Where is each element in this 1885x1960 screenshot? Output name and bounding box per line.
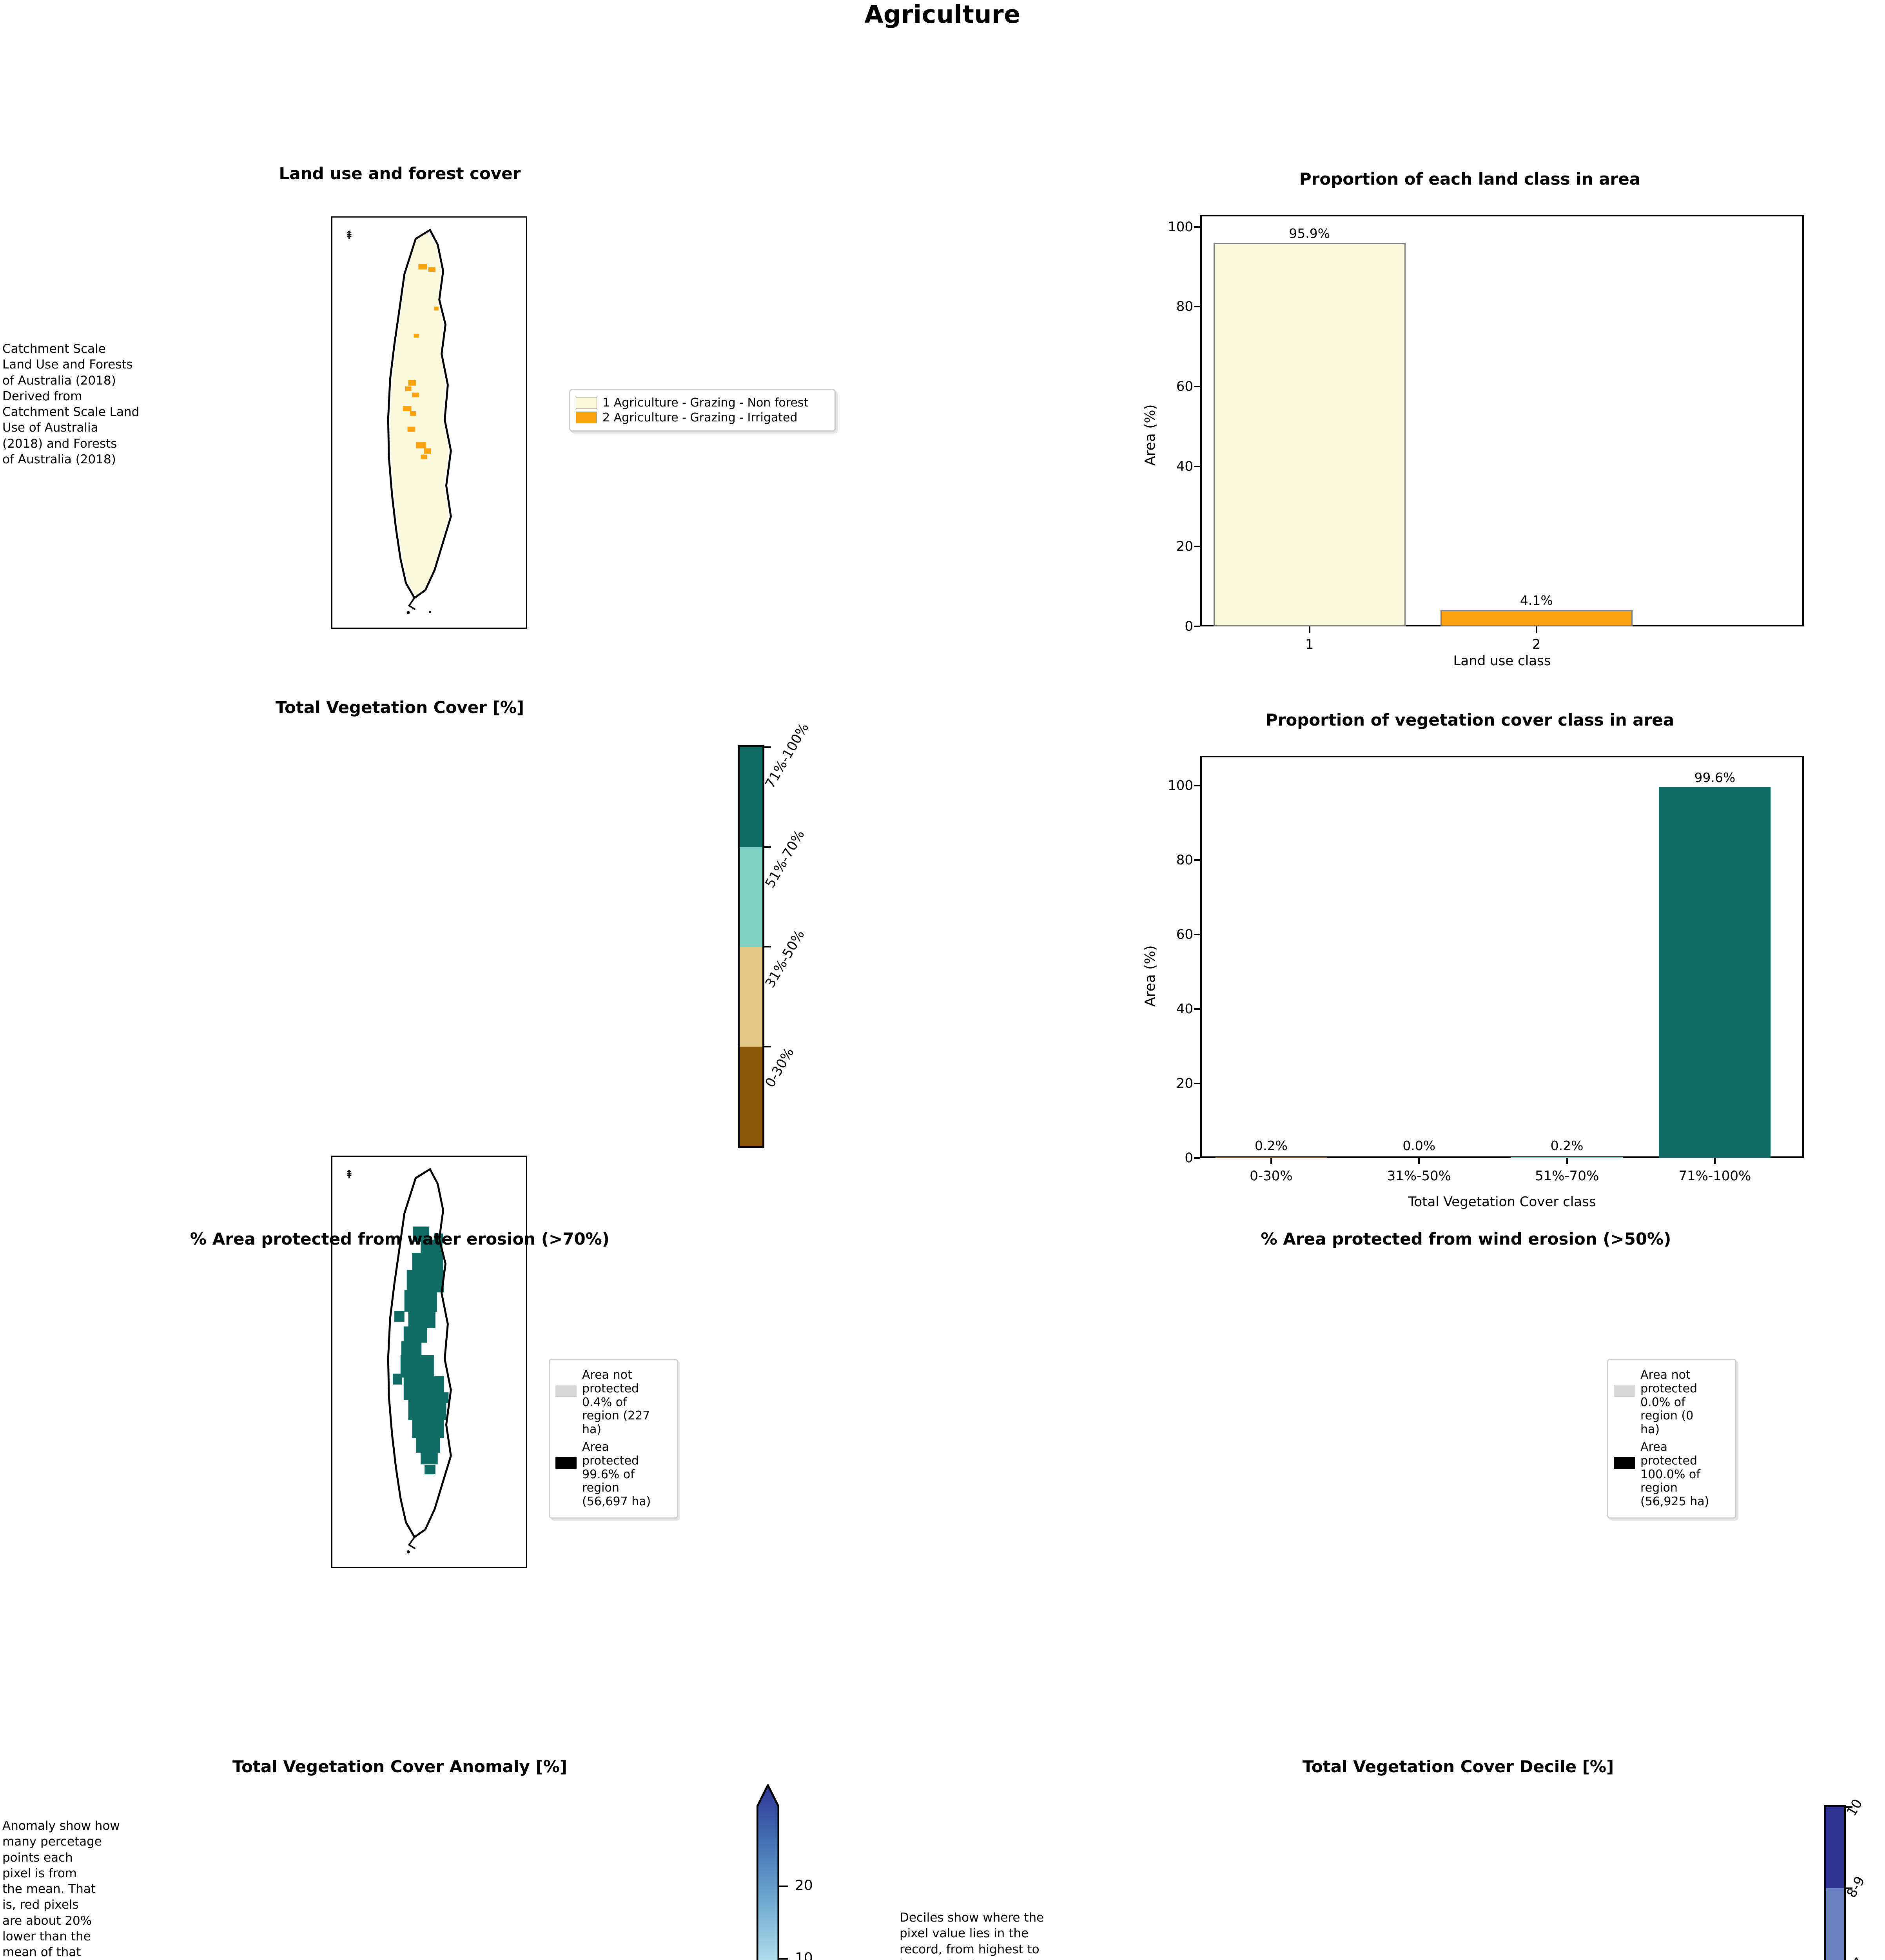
legend-label: Area not protected 0.4% of region (227 h…	[582, 1368, 650, 1437]
bar-vegclass-0-30[interactable]	[1215, 1157, 1327, 1158]
water-erosion-panel-title: % Area protected from water erosion (>70…	[190, 1229, 610, 1249]
cbar-label-0-30: 0-30%	[762, 1045, 797, 1091]
ytick-0: 0	[1185, 619, 1193, 634]
land-use-source-note: Catchment Scale Land Use and Forests of …	[2, 342, 140, 467]
decile-note: Deciles show where the pixel value lies …	[900, 1911, 1044, 1960]
cbar-seg-10	[1826, 1807, 1844, 1889]
landclass-y-axis-label: Area (%)	[1142, 404, 1158, 466]
vegclass-bar-chart[interactable]: 0 20 40 60 80 100 0.2% 0.0% 0.2% 99.6% 0…	[1142, 756, 1804, 1210]
xtick-71-100: 71%-100%	[1678, 1168, 1751, 1184]
bar-label-vegclass-71-100: 99.6%	[1694, 769, 1736, 785]
vegclass-y-axis-label: Area (%)	[1142, 945, 1158, 1007]
anomaly-colorbar: 20 10 0 −10 −20	[757, 1784, 813, 1960]
legend-label: Area protected 99.6% of region (56,697 h…	[582, 1440, 651, 1509]
landclass-bar-chart[interactable]: 0 20 40 60 80 100 95.9% 4.1% 1 2 Area (%…	[1142, 215, 1804, 669]
swatch-protected-icon	[555, 1457, 577, 1469]
xtick-2: 2	[1532, 637, 1541, 652]
anomaly-panel-title: Total Vegetation Cover Anomaly [%]	[232, 1757, 567, 1776]
legend-label: Area protected 100.0% of region (56,925 …	[1640, 1440, 1709, 1509]
bar-label-landclass-2: 4.1%	[1520, 592, 1553, 608]
ytick-20: 20	[1176, 1075, 1193, 1091]
ytick-40: 40	[1176, 1001, 1193, 1017]
swatch-not-protected-icon	[555, 1385, 577, 1397]
swatch-not-protected-icon	[1614, 1385, 1635, 1397]
cbar-label-51-70: 51%-70%	[762, 827, 808, 891]
ytick-80: 80	[1176, 852, 1193, 868]
vegclass-plot-area	[1200, 756, 1804, 1158]
land-use-map-graphic	[387, 229, 452, 614]
cbar-label-8-9: 8-9	[1843, 1873, 1868, 1900]
vegclass-chart-title: Proportion of vegetation cover class in …	[1265, 710, 1675, 730]
bar-label-vegclass-31-50: 0.0%	[1402, 1138, 1436, 1153]
swatch-protected-icon	[1614, 1457, 1635, 1469]
xtick-0-30: 0-30%	[1250, 1168, 1293, 1184]
cbar-label-71-100: 71%-100%	[762, 720, 812, 791]
ytick-0: 0	[1185, 1150, 1193, 1166]
bar-landclass-1[interactable]	[1213, 243, 1406, 626]
anomaly-colorbar-graphic	[757, 1784, 779, 1960]
landclass-x-axis-label: Land use class	[1453, 653, 1551, 669]
legend-label: Area not protected 0.0% of region (0 ha)	[1640, 1368, 1698, 1437]
land-use-legend: 1 Agriculture - Grazing - Non forest 2 A…	[569, 389, 836, 432]
cbar-label-10: 10	[1843, 1796, 1866, 1819]
cbar-seg-0-30	[740, 1046, 762, 1146]
decile-colorbar: 10 8-9 4-7 2-3 1	[1824, 1797, 1868, 1960]
cbar-seg-51-70	[740, 847, 762, 947]
landclass-chart-title: Proportion of each land class in area	[1299, 169, 1641, 189]
ytick-80: 80	[1176, 299, 1193, 315]
bar-vegclass-71-100[interactable]	[1659, 787, 1771, 1158]
cbar-seg-8-9	[1826, 1888, 1844, 1960]
anomaly-tick-20: 20	[795, 1877, 813, 1894]
bar-landclass-2[interactable]	[1440, 610, 1633, 626]
veg-cover-panel-title: Total Vegetation Cover [%]	[275, 698, 524, 717]
legend-item: 2 Agriculture - Grazing - Irrigated	[576, 411, 829, 425]
cbar-seg-71-100	[740, 747, 762, 847]
bar-label-vegclass-0-30: 0.2%	[1255, 1138, 1288, 1153]
bar-label-landclass-1: 95.9%	[1289, 226, 1330, 241]
ytick-100: 100	[1168, 219, 1193, 235]
xtick-1: 1	[1305, 637, 1314, 652]
wind-erosion-panel-title: % Area protected from wind erosion (>50%…	[1261, 1229, 1671, 1249]
legend-item: Area not protected 0.0% of region (0 ha)	[1614, 1368, 1730, 1437]
cbar-seg-31-50	[740, 947, 762, 1047]
legend-item: Area protected 99.6% of region (56,697 h…	[555, 1440, 671, 1509]
ytick-40: 40	[1176, 459, 1193, 475]
legend-item: 1 Agriculture - Grazing - Non forest	[576, 396, 829, 410]
anomaly-note: Anomaly show how many percetage points e…	[2, 1819, 120, 1960]
legend-item: Area not protected 0.4% of region (227 h…	[555, 1368, 671, 1437]
xtick-31-50: 31%-50%	[1387, 1168, 1451, 1184]
cbar-label-31-50: 31%-50%	[762, 927, 808, 991]
page-title: Agriculture	[864, 0, 1021, 29]
legend-item: Area protected 100.0% of region (56,925 …	[1614, 1440, 1730, 1509]
veg-cover-map[interactable]: ⇞	[331, 1156, 527, 1568]
cbar-label-4-7: 4-7	[1843, 1955, 1868, 1960]
north-arrow-icon: ⇞	[344, 1168, 354, 1181]
ytick-60: 60	[1176, 379, 1193, 395]
bar-vegclass-51-70[interactable]	[1511, 1157, 1623, 1158]
north-arrow-icon: ⇞	[344, 229, 354, 242]
anomaly-tick-10: 10	[795, 1950, 813, 1960]
decile-panel-title: Total Vegetation Cover Decile [%]	[1302, 1757, 1614, 1776]
wind-erosion-legend: Area not protected 0.0% of region (0 ha)…	[1607, 1359, 1736, 1519]
water-erosion-legend: Area not protected 0.4% of region (227 h…	[549, 1359, 678, 1519]
swatch-irrigated-icon	[576, 412, 597, 424]
land-use-map[interactable]: ⇞	[331, 216, 527, 629]
veg-cover-map-graphic	[387, 1168, 452, 1553]
land-use-panel-title: Land use and forest cover	[279, 164, 521, 183]
xtick-51-70: 51%-70%	[1535, 1168, 1599, 1184]
vegclass-x-axis-label: Total Vegetation Cover class	[1408, 1194, 1596, 1210]
legend-label: 2 Agriculture - Grazing - Irrigated	[602, 410, 798, 425]
bar-label-vegclass-51-70: 0.2%	[1550, 1138, 1584, 1153]
ytick-100: 100	[1168, 778, 1193, 794]
ytick-60: 60	[1176, 926, 1193, 942]
swatch-nonforest-icon	[576, 397, 597, 409]
legend-label: 1 Agriculture - Grazing - Non forest	[602, 396, 809, 410]
veg-cover-colorbar: 71%-100% 51%-70% 31%-50% 0-30%	[738, 720, 812, 1148]
ytick-20: 20	[1176, 539, 1193, 555]
